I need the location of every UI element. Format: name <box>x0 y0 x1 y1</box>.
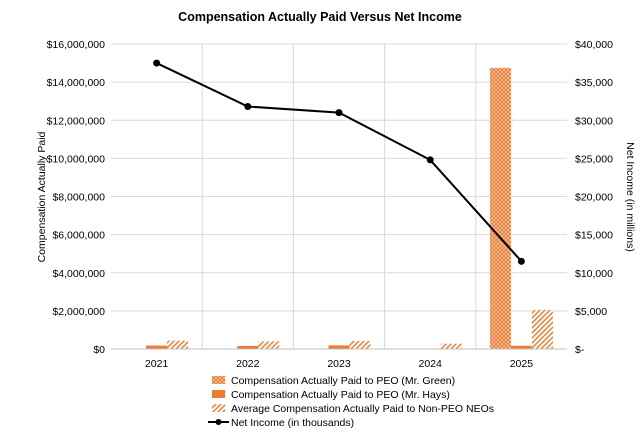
bar <box>531 309 553 349</box>
left-axis-ticks: $0 $2,000,000 $4,000,000 $6,000,000 $8,000,0… <box>47 39 106 356</box>
right-tick-label: $10,000 <box>575 268 613 280</box>
right-tick-label: $30,000 <box>575 115 613 127</box>
bar <box>146 345 168 349</box>
left-tick-label: $6,000,000 <box>52 230 105 242</box>
bar <box>510 345 532 349</box>
x-axis-ticks: 2021 2022 2023 2024 2025 <box>145 358 533 370</box>
left-tick-label: $0 <box>93 344 105 356</box>
right-tick-label: $25,000 <box>575 153 613 165</box>
net-income-point <box>244 103 252 111</box>
net-income-point <box>153 59 161 67</box>
x-tick-label: 2024 <box>419 358 443 370</box>
bar <box>328 345 350 349</box>
bar <box>349 340 371 349</box>
right-tick-label: $- <box>575 344 585 356</box>
right-axis-label: Net Income (in millions) <box>624 142 636 252</box>
legend-label: Average Compensation Actually Paid to No… <box>231 403 494 415</box>
net-income-point <box>335 109 343 117</box>
net-income-point <box>517 257 525 265</box>
legend-label: Compensation Actually Paid to PEO (Mr. G… <box>231 375 455 387</box>
chart-title: Compensation Actually Paid Versus Net In… <box>178 10 462 24</box>
bar <box>237 345 259 349</box>
legend: Compensation Actually Paid to PEO (Mr. G… <box>208 375 494 429</box>
right-tick-label: $5,000 <box>575 306 607 318</box>
right-tick-label: $15,000 <box>575 230 613 242</box>
legend-swatch <box>212 404 225 412</box>
x-tick-label: 2021 <box>145 358 169 370</box>
left-tick-label: $12,000,000 <box>47 115 106 127</box>
left-tick-label: $2,000,000 <box>52 306 105 318</box>
legend-swatch <box>212 376 225 384</box>
bars <box>146 67 553 349</box>
legend-label: Compensation Actually Paid to PEO (Mr. H… <box>231 389 450 401</box>
x-tick-label: 2023 <box>327 358 351 370</box>
net-income-point <box>426 156 434 164</box>
net-income-line-group <box>153 59 525 265</box>
left-tick-label: $16,000,000 <box>47 39 106 51</box>
bar <box>167 340 189 349</box>
left-tick-label: $4,000,000 <box>52 268 105 280</box>
left-tick-label: $14,000,000 <box>47 77 106 89</box>
net-income-line <box>156 62 523 262</box>
right-tick-label: $40,000 <box>575 39 613 51</box>
left-tick-label: $10,000,000 <box>47 153 106 165</box>
left-tick-label: $8,000,000 <box>52 192 105 204</box>
bar <box>258 341 280 349</box>
right-tick-label: $35,000 <box>575 77 613 89</box>
legend-label: Net Income (in thousands) <box>231 417 354 429</box>
legend-marker <box>215 419 222 425</box>
gridlines <box>111 43 567 349</box>
right-tick-label: $20,000 <box>575 192 613 204</box>
legend-swatch <box>212 390 225 398</box>
left-axis-label: Compensation Actually Paid <box>36 131 48 262</box>
x-tick-label: 2025 <box>510 358 534 370</box>
x-tick-label: 2022 <box>236 358 260 370</box>
bar <box>489 67 511 349</box>
bar <box>440 343 462 349</box>
right-axis-ticks: $- $5,000 $10,000 $15,000 $20,000 $25,000 $30,… <box>575 39 613 356</box>
